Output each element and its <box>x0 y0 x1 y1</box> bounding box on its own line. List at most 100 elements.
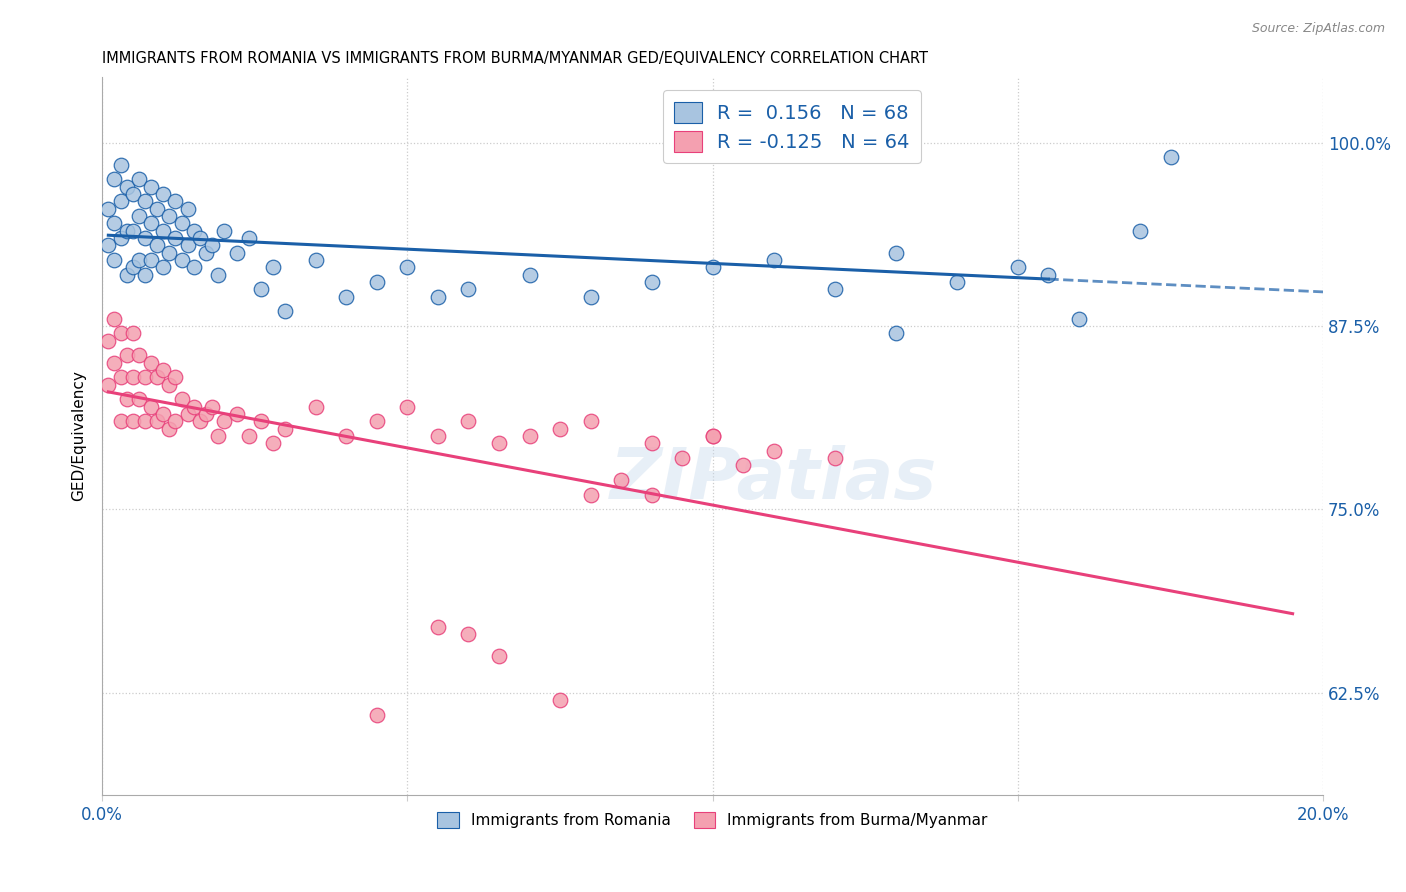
Point <box>366 414 388 428</box>
Point <box>128 172 150 186</box>
Point <box>457 627 479 641</box>
Point <box>170 252 193 267</box>
Point <box>1038 268 1060 282</box>
Point <box>110 231 132 245</box>
Point <box>157 245 180 260</box>
Point <box>134 231 156 245</box>
Point <box>146 370 169 384</box>
Text: Source: ZipAtlas.com: Source: ZipAtlas.com <box>1251 22 1385 36</box>
Point <box>305 400 328 414</box>
Point <box>366 275 388 289</box>
Point <box>214 224 236 238</box>
Point <box>1067 311 1090 326</box>
Point <box>640 275 662 289</box>
Point <box>152 363 174 377</box>
Point <box>103 216 125 230</box>
Point <box>195 245 218 260</box>
Point <box>1129 224 1152 238</box>
Point <box>824 450 846 465</box>
Point <box>262 436 284 450</box>
Point <box>139 356 162 370</box>
Point <box>97 202 120 216</box>
Point <box>225 245 247 260</box>
Point <box>152 260 174 275</box>
Point <box>426 290 449 304</box>
Point <box>176 238 198 252</box>
Point <box>884 326 907 341</box>
Point <box>1160 150 1182 164</box>
Point <box>121 186 143 201</box>
Point <box>671 450 693 465</box>
Point <box>824 282 846 296</box>
Point <box>519 429 541 443</box>
Point <box>146 238 169 252</box>
Point <box>165 370 187 384</box>
Point <box>170 216 193 230</box>
Point <box>579 290 602 304</box>
Point <box>157 209 180 223</box>
Point <box>165 414 187 428</box>
Point <box>426 429 449 443</box>
Point <box>238 231 260 245</box>
Point <box>152 186 174 201</box>
Point <box>115 179 138 194</box>
Point <box>97 238 120 252</box>
Point <box>457 282 479 296</box>
Point <box>139 179 162 194</box>
Point <box>170 392 193 407</box>
Point <box>103 172 125 186</box>
Point <box>946 275 969 289</box>
Point <box>457 414 479 428</box>
Legend: Immigrants from Romania, Immigrants from Burma/Myanmar: Immigrants from Romania, Immigrants from… <box>432 806 994 835</box>
Point <box>165 231 187 245</box>
Point <box>157 377 180 392</box>
Point <box>548 693 571 707</box>
Point <box>121 326 143 341</box>
Point <box>207 268 229 282</box>
Point <box>396 400 419 414</box>
Point <box>128 392 150 407</box>
Point <box>146 202 169 216</box>
Point <box>274 304 297 318</box>
Point <box>188 414 211 428</box>
Point <box>702 429 724 443</box>
Point <box>121 370 143 384</box>
Point <box>165 194 187 209</box>
Point <box>426 620 449 634</box>
Point <box>702 260 724 275</box>
Point <box>335 429 357 443</box>
Point <box>110 194 132 209</box>
Point <box>176 202 198 216</box>
Point <box>110 158 132 172</box>
Point <box>305 252 328 267</box>
Point <box>110 326 132 341</box>
Point <box>702 429 724 443</box>
Point <box>115 268 138 282</box>
Point <box>134 194 156 209</box>
Point <box>195 407 218 421</box>
Point <box>176 407 198 421</box>
Point <box>134 268 156 282</box>
Point <box>262 260 284 275</box>
Point <box>238 429 260 443</box>
Point <box>128 348 150 362</box>
Point <box>103 252 125 267</box>
Point <box>121 414 143 428</box>
Point <box>103 356 125 370</box>
Text: ZIPatlas: ZIPatlas <box>610 444 938 514</box>
Point <box>139 252 162 267</box>
Point <box>762 252 785 267</box>
Point <box>139 216 162 230</box>
Point <box>188 231 211 245</box>
Point <box>733 458 755 473</box>
Point <box>134 414 156 428</box>
Point <box>366 707 388 722</box>
Point <box>201 238 224 252</box>
Point <box>548 422 571 436</box>
Point <box>103 311 125 326</box>
Point <box>396 260 419 275</box>
Point <box>157 422 180 436</box>
Point <box>121 224 143 238</box>
Point <box>115 392 138 407</box>
Point <box>207 429 229 443</box>
